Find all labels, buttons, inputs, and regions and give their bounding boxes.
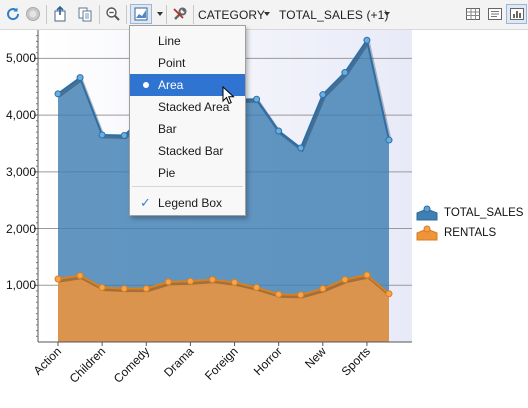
stop-icon[interactable] [23, 4, 43, 24]
chart-view-icon[interactable] [506, 4, 527, 24]
x-tick-label: Foreign [202, 344, 241, 383]
menu-item-label: Stacked Bar [158, 144, 224, 158]
category-dropdown-caret[interactable] [264, 12, 270, 16]
x-tick-label: Comedy [111, 344, 152, 385]
menu-item-label: Line [158, 34, 181, 48]
rentals-point [54, 275, 62, 283]
x-tick-label: Sports [339, 344, 373, 378]
menu-item-line[interactable]: Line [130, 30, 245, 52]
zoom-out-icon[interactable] [103, 4, 123, 24]
chart-type-icon[interactable] [130, 4, 152, 24]
rentals-point [76, 272, 84, 280]
checkmark-icon: ✓ [140, 195, 151, 210]
rentals-point [319, 285, 327, 293]
toolbar-separator [166, 5, 167, 24]
rentals-line-shadow [59, 275, 392, 299]
rentals-point [186, 277, 194, 285]
rentals-point [297, 291, 305, 299]
legend-label-rentals: RENTALS [444, 227, 497, 239]
rentals-point [231, 278, 239, 286]
grid-view-icon[interactable] [463, 4, 483, 24]
y-tick-label: 3,000 [5, 164, 36, 179]
refresh-icon[interactable] [3, 4, 23, 24]
total-sales-point [319, 91, 327, 99]
rentals-point [142, 285, 150, 293]
menu-separator [132, 186, 243, 187]
rentals-point [275, 290, 283, 298]
toolbar-separator [193, 5, 194, 24]
toolbar-separator [126, 5, 127, 24]
mouse-cursor-icon [222, 86, 235, 105]
copy-icon[interactable] [75, 4, 95, 24]
menu-item-bar[interactable]: Bar [130, 118, 245, 140]
rentals-point [98, 284, 106, 292]
total-sales-point [76, 74, 84, 82]
menu-item-point[interactable]: Point [130, 52, 245, 74]
total-sales-point [297, 144, 305, 152]
menu-item-area[interactable]: Area [130, 74, 245, 96]
series-selector[interactable]: TOTAL_SALES (+1) [279, 8, 389, 22]
menu-item-pie[interactable]: Pie [130, 162, 245, 184]
menu-item-stacked-bar[interactable]: Stacked Bar [130, 140, 245, 162]
rentals-point [363, 271, 371, 279]
x-tick-label: Children [67, 344, 109, 386]
rentals-point [385, 290, 393, 298]
toolbar-separator [46, 5, 47, 24]
total-sales-point [341, 69, 349, 77]
y-tick-label: 2,000 [5, 221, 36, 236]
legend-label-total-sales: TOTAL_SALES [444, 207, 524, 219]
menu-item-legend-box[interactable]: ✓ Legend Box [130, 192, 245, 214]
rentals-line [57, 273, 390, 296]
menu-item-label: Legend Box [158, 196, 223, 210]
series-dropdown-caret[interactable] [384, 12, 390, 16]
menu-item-label: Pie [158, 166, 176, 180]
chart-type-menu: Line Point Area Stacked Area Bar Stacked… [129, 25, 246, 216]
toolbar: CATEGORY TOTAL_SALES (+1) [0, 0, 528, 30]
x-tick-label: Horror [251, 344, 285, 378]
category-selector[interactable]: CATEGORY [198, 8, 266, 22]
menu-item-label: Stacked Area [158, 100, 230, 114]
rentals-point [253, 284, 261, 292]
total-sales-point [363, 36, 371, 44]
total-sales-point [98, 131, 106, 139]
legend-item-rentals: RENTALS [416, 225, 496, 241]
rentals-point [208, 276, 216, 284]
total-sales-point [120, 132, 128, 140]
rentals-point [341, 276, 349, 284]
export-icon[interactable] [50, 4, 70, 24]
total-sales-swatch-icon [416, 205, 438, 221]
total-sales-point [275, 127, 283, 135]
selected-bullet-icon [143, 82, 149, 88]
x-tick-label: New [302, 344, 329, 371]
menu-item-label: Point [158, 56, 186, 70]
rentals-point [164, 278, 172, 286]
rentals-point [120, 285, 128, 293]
total-sales-point [253, 95, 261, 103]
settings-icon[interactable] [170, 4, 190, 24]
y-tick-label: 4,000 [5, 108, 36, 123]
rentals-swatch-icon [416, 225, 438, 241]
menu-item-label: Bar [158, 122, 177, 136]
x-tick-label: Action [31, 344, 64, 377]
x-tick-label: Drama [161, 344, 197, 380]
menu-item-label: Area [158, 78, 184, 92]
y-tick-label: 5,000 [5, 51, 36, 66]
total-sales-point [54, 90, 62, 98]
total-sales-point [385, 136, 393, 144]
text-view-icon[interactable] [485, 4, 505, 24]
menu-item-stacked-area[interactable]: Stacked Area [130, 96, 245, 118]
y-tick-label: 1,000 [5, 278, 36, 293]
rentals-area [58, 275, 389, 342]
legend-item-total-sales: TOTAL_SALES [416, 205, 523, 221]
toolbar-separator [99, 5, 100, 24]
chart-type-dropdown-caret[interactable] [157, 12, 163, 16]
